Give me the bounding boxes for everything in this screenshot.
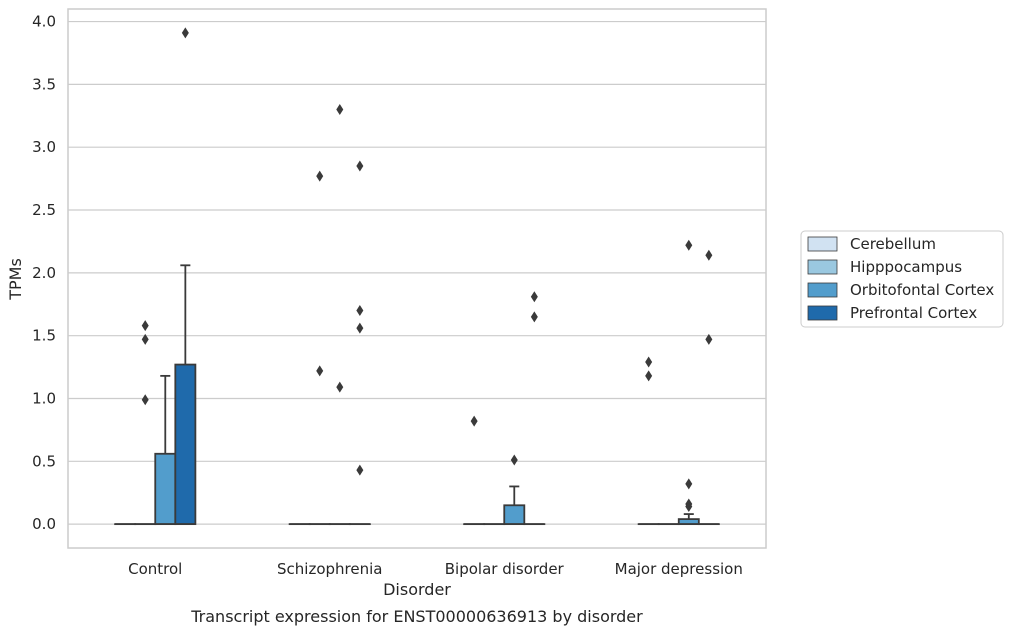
box-body [174,363,197,526]
outlier-marker [685,501,693,513]
x-tick-label: Schizophrenia [277,560,382,578]
box-1-3 [348,160,371,526]
plot-frame [67,8,767,549]
y-tick-label: 3.5 [32,75,56,93]
outlier-marker [141,394,149,406]
y-tick-label: 1.0 [32,389,56,407]
legend-swatch [807,305,838,321]
legend-label: Orbitofontal Cortex [850,281,994,299]
outlier-marker [685,478,693,490]
y-tick-label: 4.0 [32,13,56,31]
x-tick-label: Control [128,560,182,578]
outlier-marker [141,333,149,345]
outlier-marker [336,381,344,393]
outlier-marker [470,415,478,427]
outlier-marker [181,27,189,39]
box-3-0 [637,356,660,526]
box-3-2 [677,239,700,526]
box-2-3 [523,291,546,526]
legend-swatch [807,282,838,298]
outlier-marker [705,249,713,261]
legend-item: Orbitofontal Cortex [807,281,994,299]
outlier-marker [705,333,713,345]
legend-item: Prefrontal Cortex [807,304,977,322]
y-tick-label: 0.5 [32,452,56,470]
x-tick-label: Bipolar disorder [445,560,565,578]
outlier-marker [510,454,518,466]
outlier-marker [356,160,364,172]
gridlines [68,20,766,525]
outlier-marker [356,305,364,317]
legend-label: Hipppocampus [850,258,962,276]
legend-label: Cerebellum [850,235,936,253]
x-axis-ticks: Control Schizophrenia Bipolar disorder Majo… [128,560,743,578]
outlier-marker [316,170,324,182]
outlier-marker [356,322,364,334]
box-0-1 [134,320,157,526]
y-tick-label: 3.0 [32,138,56,156]
y-axis-ticks: 0.0 0.5 1.0 1.5 2.0 2.5 3.0 3.5 4.0 [32,13,56,534]
outlier-marker [336,104,344,116]
y-axis-title: TPMs [6,258,25,301]
legend-item: Hipppocampus [807,258,962,276]
box-0-2 [154,374,177,526]
legend-frame [800,230,1004,328]
y-tick-label: 2.5 [32,201,56,219]
outlier-marker [356,464,364,476]
legend-item: Cerebellum [807,235,936,253]
y-tick-label: 2.0 [32,264,56,282]
outlier-marker [685,239,693,251]
outlier-marker [316,365,324,377]
plot-area [114,27,720,526]
box-body [503,504,526,526]
legend-label: Prefrontal Cortex [850,304,977,322]
outlier-marker [645,370,653,382]
y-tick-label: 1.5 [32,327,56,345]
outlier-marker [141,320,149,332]
legend: Cerebellum Hipppocampus Orbitofontal Corte… [800,230,1004,328]
box-2-2 [503,454,526,526]
outlier-marker [530,311,538,323]
chart-caption: Transcript expression for ENST0000063691… [190,607,643,626]
box-1-1 [308,170,331,526]
outlier-marker [530,291,538,303]
x-tick-label: Major depression [615,560,743,578]
legend-swatch [807,259,838,275]
box-3-3 [697,249,720,526]
x-axis-title: Disorder [383,580,451,599]
box-2-0 [463,415,486,526]
box-body [154,452,177,526]
legend-swatch [807,236,838,252]
y-tick-label: 0.0 [32,515,56,533]
outlier-marker [645,356,653,368]
box-0-3 [174,27,197,526]
